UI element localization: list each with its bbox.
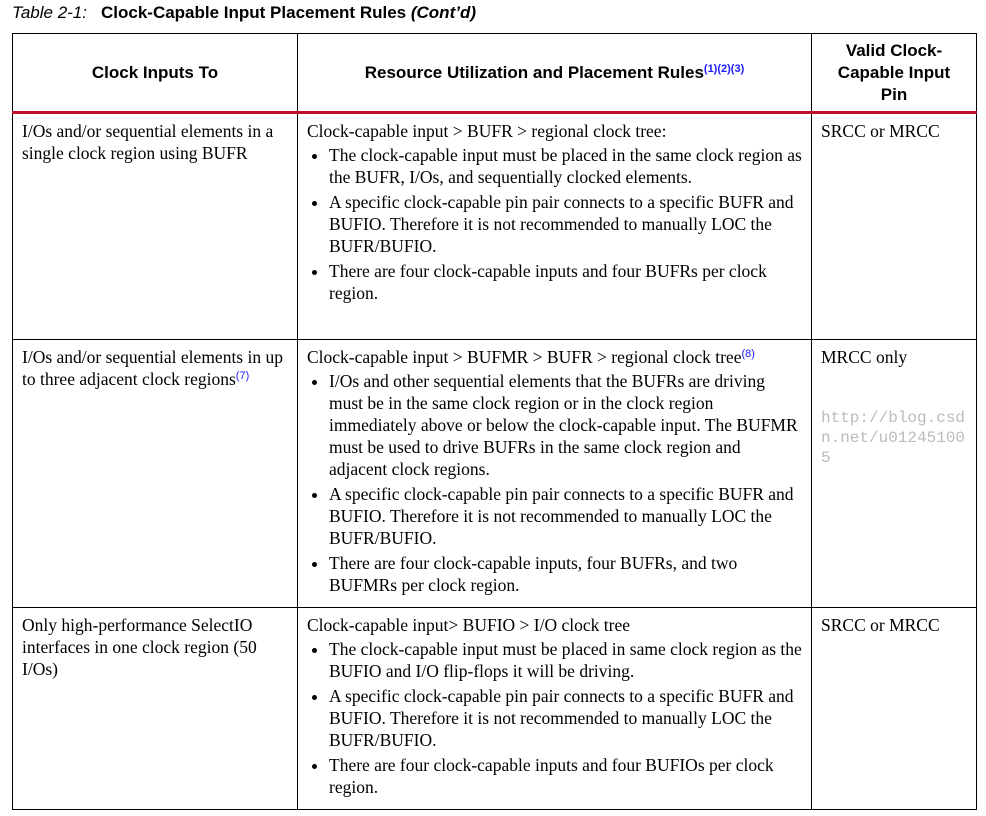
valid-pin-cell: SRCC or MRCC (811, 112, 977, 340)
placement-rules-table: Clock Inputs To Resource Utilization and… (12, 33, 977, 810)
header-rules: Resource Utilization and Placement Rules… (297, 33, 812, 114)
valid-pin-cell: MRCC only http://blog.csdn.net/u012451005 (811, 339, 977, 608)
rule-bullet: There are four clock-capable inputs, fou… (329, 552, 803, 596)
rule-bullet: A specific clock-capable pin pair connec… (329, 191, 803, 257)
rules-cell: Clock-capable input > BUFMR > BUFR > reg… (297, 339, 812, 608)
header-row: Clock Inputs To Resource Utilization and… (12, 33, 977, 114)
rule-bullet: A specific clock-capable pin pair connec… (329, 483, 803, 549)
rule-bullet: I/Os and other sequential elements that … (329, 370, 803, 480)
rule-bullet: A specific clock-capable pin pair connec… (329, 685, 803, 751)
footnote-ref[interactable]: (8) (741, 348, 755, 360)
rule-list: I/Os and other sequential elements that … (307, 370, 803, 596)
header-text: Resource Utilization and Placement Rules (364, 62, 704, 82)
header-text: Clock Inputs To (91, 62, 219, 82)
table-row: I/Os and/or sequential elements in up to… (12, 339, 977, 608)
rule-list: The clock-capable input must be placed i… (307, 638, 803, 798)
clock-inputs-cell: I/Os and/or sequential elements in a sin… (12, 112, 298, 340)
rules-cell: Clock-capable input > BUFR > regional cl… (297, 112, 812, 340)
rule-title: Clock-capable input > BUFMR > BUFR > reg… (307, 347, 742, 367)
valid-pin-text: SRCC or MRCC (821, 615, 940, 635)
valid-pin-text: SRCC or MRCC (821, 121, 940, 141)
table-row: Only high-performance SelectIO interface… (12, 607, 977, 810)
rule-bullet: The clock-capable input must be placed i… (329, 638, 803, 682)
header-clock-inputs: Clock Inputs To (12, 33, 298, 114)
clock-inputs-text: I/Os and/or sequential elements in a sin… (22, 121, 274, 163)
table-row: I/Os and/or sequential elements in a sin… (12, 112, 977, 340)
table-caption: Table 2-1: Clock-Capable Input Placement … (12, 3, 476, 23)
header-text: Valid Clock-Capable Input Pin (837, 40, 951, 104)
rule-bullet: There are four clock-capable inputs and … (329, 754, 803, 798)
watermark: http://blog.csdn.net/u012451005 (821, 409, 966, 467)
rules-cell: Clock-capable input> BUFIO > I/O clock t… (297, 607, 812, 810)
table-title: Clock-Capable Input Placement Rules (100, 3, 407, 22)
valid-pin-text: MRCC only (821, 347, 908, 367)
rule-title: Clock-capable input > BUFR > regional cl… (307, 121, 667, 141)
rule-title: Clock-capable input> BUFIO > I/O clock t… (307, 615, 630, 635)
rule-bullet: There are four clock-capable inputs and … (329, 260, 803, 304)
clock-inputs-text: Only high-performance SelectIO interface… (22, 615, 257, 679)
continued-label: (Cont’d) (410, 3, 476, 22)
clock-inputs-cell: Only high-performance SelectIO interface… (12, 607, 298, 810)
rule-list: The clock-capable input must be placed i… (307, 144, 803, 304)
footnote-ref[interactable]: (7) (235, 370, 250, 382)
clock-inputs-cell: I/Os and/or sequential elements in up to… (12, 339, 298, 608)
header-valid-pin: Valid Clock-Capable Input Pin (811, 33, 977, 114)
clock-inputs-text: I/Os and/or sequential elements in up to… (22, 347, 283, 389)
footnote-ref[interactable]: (1)(2)(3) (703, 62, 745, 75)
rule-bullet: The clock-capable input must be placed i… (329, 144, 803, 188)
table-number: Table 2-1: (12, 3, 87, 22)
valid-pin-cell: SRCC or MRCC (811, 607, 977, 810)
